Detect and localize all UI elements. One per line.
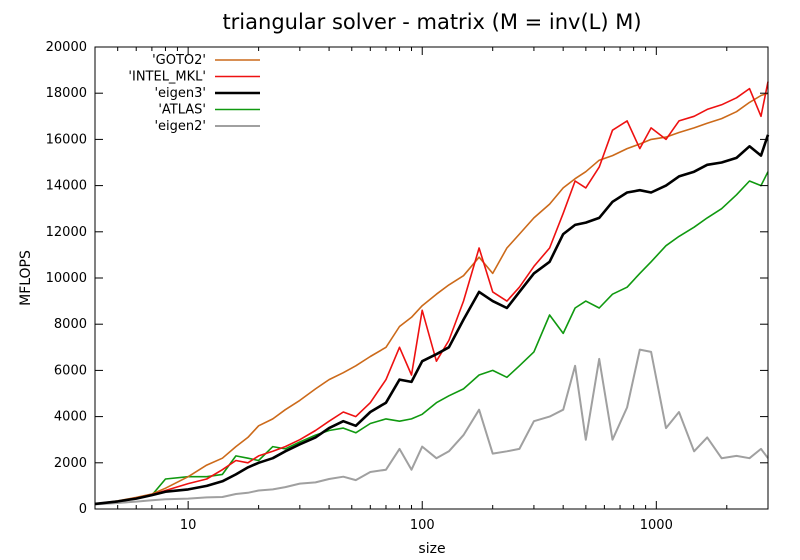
legend-label: 'ATLAS' xyxy=(158,103,206,118)
series-line-eigen2 xyxy=(94,348,769,506)
series-line-intelmkl xyxy=(94,81,769,505)
y-tick-label: 16000 xyxy=(46,132,87,147)
series-layer xyxy=(94,81,770,506)
y-tick-label: 0 xyxy=(79,502,87,517)
y-tick-label: 12000 xyxy=(46,225,87,240)
y-tick-label: 6000 xyxy=(54,363,87,378)
x-axis-label: size xyxy=(418,541,445,557)
y-tick-label: 8000 xyxy=(54,317,87,332)
y-tick-label: 2000 xyxy=(54,456,87,471)
y-axis-label: MFLOPS xyxy=(18,250,34,306)
x-tick-label: 1000 xyxy=(640,518,673,533)
series-line-goto2 xyxy=(94,92,769,505)
y-tick-label: 4000 xyxy=(54,410,87,425)
x-tick-label: 100 xyxy=(410,518,435,533)
y-tick-label: 20000 xyxy=(46,40,87,55)
series-line-atlas xyxy=(94,171,769,505)
chart-title: triangular solver - matrix (M = inv(L) M… xyxy=(222,10,641,34)
x-tick-label: 10 xyxy=(180,518,197,533)
y-tick-label: 14000 xyxy=(46,179,87,194)
legend-label: 'GOTO2' xyxy=(152,53,206,68)
legend-label: 'eigen3' xyxy=(154,86,206,101)
series-line-eigen3 xyxy=(94,134,770,506)
y-tick-label: 18000 xyxy=(46,86,87,101)
y-tick-label: 10000 xyxy=(46,271,87,286)
legend-label: 'eigen2' xyxy=(154,119,206,134)
ticks-layer: 0 2000 4000 6000 8000 10000 12000 14000 16000 180… xyxy=(46,40,768,533)
legend: 'GOTO2' 'INTEL_MKL''eigen3' 'ATLAS''eigen2… xyxy=(128,53,260,134)
legend-label: 'INTEL_MKL' xyxy=(128,70,206,85)
